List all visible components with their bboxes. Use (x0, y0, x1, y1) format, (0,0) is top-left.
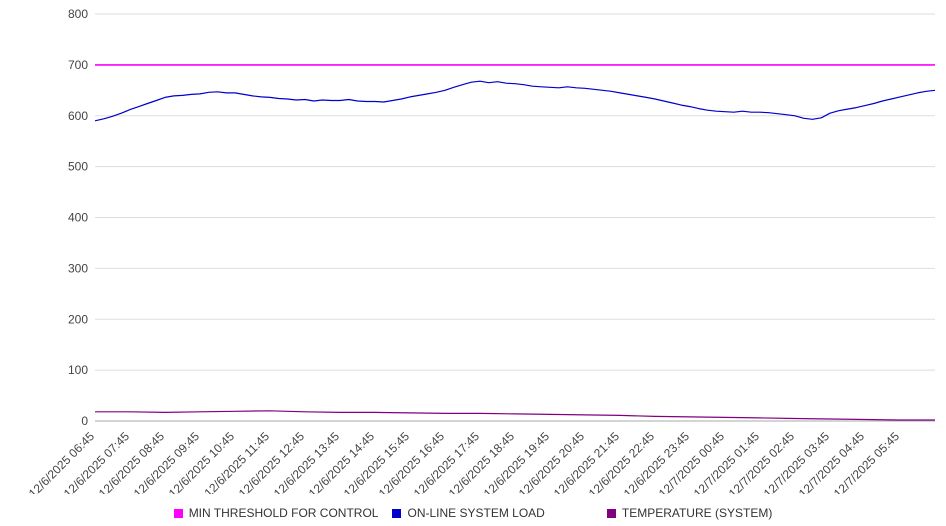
legend-swatch-icon (392, 508, 402, 518)
legend-item-2[interactable]: TEMPERATURE (SYSTEM) (606, 506, 773, 520)
legend-swatch-icon (173, 508, 183, 518)
legend-label: ON-LINE SYSTEM LOAD (407, 506, 545, 520)
y-axis-label: 700 (68, 58, 88, 72)
legend-label: MIN THRESHOLD FOR CONTROL (188, 506, 379, 520)
legend-item-1[interactable]: ON-LINE SYSTEM LOAD (392, 506, 545, 520)
y-axis-label: 200 (68, 312, 88, 326)
legend-item-0[interactable]: MIN THRESHOLD FOR CONTROL (173, 506, 379, 520)
y-axis-label: 600 (68, 109, 88, 123)
y-axis-label: 0 (81, 414, 88, 428)
y-axis-label: 400 (68, 211, 88, 225)
series-line-2 (95, 410, 935, 421)
y-axis-label: 100 (68, 363, 88, 377)
legend-swatch-icon (606, 508, 616, 518)
y-axis-label: 800 (68, 7, 88, 21)
series-line-1 (94, 80, 936, 122)
legend-label: TEMPERATURE (SYSTEM) (621, 506, 773, 520)
y-axis-label: 500 (68, 160, 88, 174)
y-axis-label: 300 (68, 261, 88, 275)
legend: MIN THRESHOLD FOR CONTROL ON-LINE SYSTEM … (0, 506, 946, 520)
